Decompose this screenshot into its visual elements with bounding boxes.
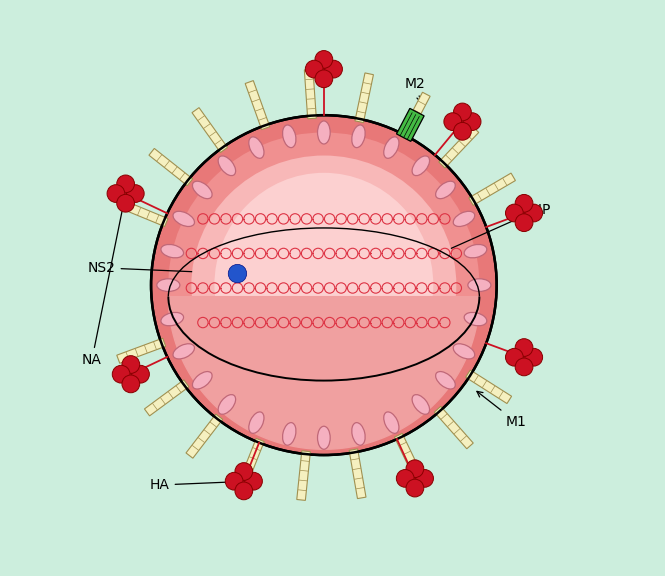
Text: M2: M2 [404, 77, 425, 103]
Text: NS2: NS2 [88, 261, 233, 276]
Circle shape [315, 70, 332, 88]
Polygon shape [297, 451, 311, 501]
Ellipse shape [412, 395, 430, 414]
Ellipse shape [454, 211, 475, 226]
Ellipse shape [151, 115, 497, 455]
Ellipse shape [317, 121, 331, 144]
Circle shape [406, 460, 424, 478]
Ellipse shape [283, 125, 296, 147]
Ellipse shape [218, 156, 235, 176]
Ellipse shape [192, 156, 456, 415]
Polygon shape [238, 438, 264, 487]
Circle shape [245, 472, 263, 490]
Text: RNP: RNP [437, 203, 551, 255]
Ellipse shape [384, 137, 399, 158]
Polygon shape [396, 108, 424, 141]
Circle shape [464, 113, 481, 131]
Circle shape [117, 194, 134, 212]
Ellipse shape [214, 173, 434, 397]
Circle shape [122, 355, 140, 373]
Circle shape [235, 482, 253, 500]
Circle shape [117, 175, 134, 193]
Ellipse shape [384, 412, 399, 433]
Polygon shape [149, 149, 193, 185]
Ellipse shape [412, 156, 430, 176]
Ellipse shape [436, 372, 456, 389]
Polygon shape [144, 380, 189, 416]
Circle shape [325, 60, 342, 78]
Circle shape [515, 214, 533, 232]
Ellipse shape [173, 211, 194, 226]
Polygon shape [186, 414, 223, 458]
Polygon shape [120, 200, 168, 226]
Circle shape [454, 123, 471, 140]
Polygon shape [469, 173, 515, 205]
Circle shape [525, 204, 543, 222]
Circle shape [505, 348, 523, 366]
Polygon shape [465, 370, 511, 404]
Text: M1: M1 [477, 391, 526, 429]
Polygon shape [355, 73, 374, 123]
Circle shape [515, 195, 533, 212]
Ellipse shape [454, 344, 475, 359]
Ellipse shape [161, 312, 184, 326]
Ellipse shape [192, 181, 212, 199]
Circle shape [122, 375, 140, 393]
Text: HA: HA [150, 478, 245, 492]
Ellipse shape [173, 344, 194, 359]
Ellipse shape [436, 181, 456, 199]
Polygon shape [439, 127, 479, 168]
Polygon shape [117, 338, 166, 363]
Circle shape [225, 472, 243, 490]
Circle shape [126, 185, 144, 202]
Circle shape [515, 358, 533, 376]
Ellipse shape [352, 125, 365, 147]
Ellipse shape [464, 244, 487, 258]
Circle shape [305, 60, 323, 78]
Ellipse shape [218, 395, 235, 414]
Circle shape [525, 348, 543, 366]
Polygon shape [394, 433, 424, 482]
Circle shape [396, 469, 414, 487]
Ellipse shape [157, 279, 180, 291]
Polygon shape [245, 81, 270, 130]
Polygon shape [192, 108, 227, 153]
Circle shape [454, 103, 471, 121]
Circle shape [515, 339, 533, 357]
Ellipse shape [161, 244, 184, 258]
Circle shape [444, 113, 462, 131]
Ellipse shape [192, 372, 212, 389]
Ellipse shape [168, 132, 479, 438]
Ellipse shape [249, 137, 264, 158]
Polygon shape [168, 297, 479, 449]
Polygon shape [349, 449, 366, 499]
Ellipse shape [317, 426, 331, 449]
Ellipse shape [464, 312, 487, 326]
Circle shape [416, 469, 434, 487]
Circle shape [228, 264, 247, 283]
Ellipse shape [352, 423, 365, 445]
Circle shape [406, 479, 424, 497]
Text: NA: NA [82, 198, 126, 367]
Circle shape [315, 51, 332, 69]
Circle shape [235, 463, 253, 480]
Circle shape [505, 204, 523, 222]
Polygon shape [305, 69, 317, 119]
Polygon shape [400, 92, 430, 139]
Polygon shape [434, 407, 473, 449]
Circle shape [112, 365, 130, 383]
Circle shape [107, 185, 125, 202]
Ellipse shape [468, 279, 491, 291]
Circle shape [132, 365, 150, 383]
Ellipse shape [283, 423, 296, 445]
Ellipse shape [249, 412, 264, 433]
